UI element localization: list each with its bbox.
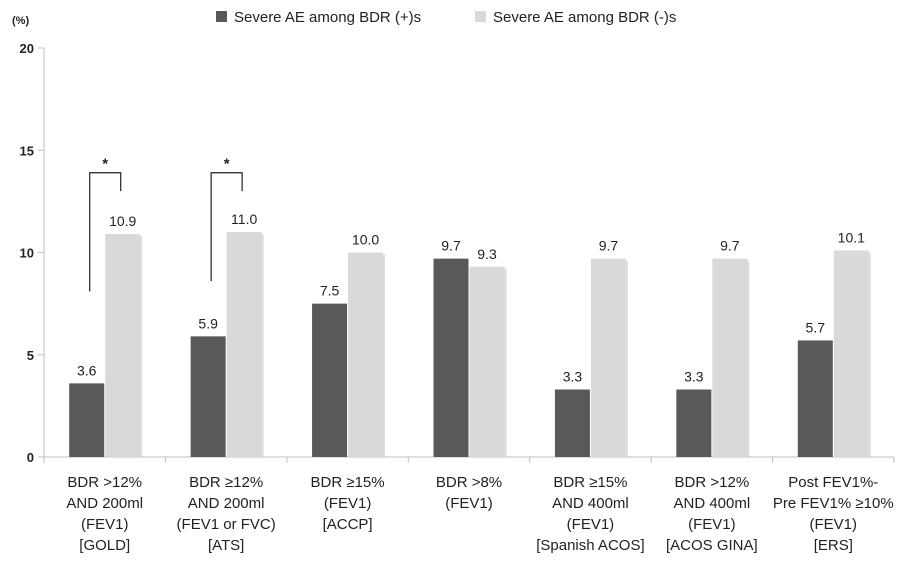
legend-entry: Severe AE among BDR (+)s [234,9,421,26]
x-category-label-line: Pre FEV1% ≥10% [773,495,894,512]
legend-swatch [216,11,227,22]
data-labels: 3.6 10.9 5.9 11.0 7.5 10.0 9.7 9.3 3.3 9.7 3.3 9.7 5… [77,211,865,384]
significance-star: * [224,156,230,173]
legend-entry: Severe AE among BDR (-)s [493,9,676,26]
data-label: 9.7 [720,238,740,254]
x-category-label-line: BDR ≥15% [311,474,385,491]
x-category-label-line: BDR >8% [436,474,502,491]
bar-bdr-negative [469,266,505,457]
legend: Severe AE among BDR (+)s Severe AE among … [216,9,676,26]
y-axis: 0 5 10 15 20 [20,41,895,465]
data-label: 5.7 [806,319,826,335]
x-category-label: BDR ≥12% AND 200ml (FEV1 or FVC) [ATS] [177,474,276,554]
x-category-label-line: (FEV1) [445,495,493,512]
x-category-label-line: BDR ≥15% [553,474,627,491]
x-category-label: Post FEV1%- Pre FEV1% ≥10% (FEV1) [ERS] [773,474,894,554]
data-label: 3.6 [77,362,97,378]
x-category-label: BDR ≥15% AND 400ml (FEV1) [Spanish ACOS] [536,474,644,554]
x-category-label-line: [GOLD] [79,537,130,554]
legend-swatch [475,11,486,22]
significance-brackets: * * [89,156,243,292]
x-category-label: BDR >12% AND 200ml (FEV1) [GOLD] [66,474,143,554]
x-category-label-line: AND 400ml [552,495,629,512]
x-category-label-line: (FEV1) [688,516,736,533]
y-axis-label: (%) [12,15,29,27]
x-category-label-line: AND 200ml [188,495,265,512]
x-category-label-line: (FEV1) [81,516,129,533]
bar-bdr-negative [712,258,748,457]
x-category-label-line: AND 200ml [66,495,143,512]
significance-star: * [102,156,108,173]
bar-bdr-positive [433,258,469,457]
x-category-label: BDR ≥15% (FEV1) [ACCP] [311,474,385,533]
y-tick-label: 5 [27,348,34,363]
bar-bdr-positive [554,389,590,457]
bar-bdr-positive [312,303,348,457]
data-label: 9.3 [477,246,497,262]
data-label: 9.7 [599,238,619,254]
bars [69,232,871,457]
x-category-label-line: AND 400ml [674,495,751,512]
x-axis-categories: BDR >12% AND 200ml (FEV1) [GOLD] BDR ≥12% AND… [66,474,893,554]
y-tick-label: 20 [20,41,34,56]
x-category-label-line: [ACCP] [323,516,373,533]
x-category-label-line: (FEV1) [324,495,372,512]
y-tick-label: 0 [27,450,34,465]
significance-bracket [210,172,243,282]
bar-bdr-positive [190,336,226,457]
x-category-label-line: [ATS] [208,537,244,554]
x-category-label-line: (FEV1) [567,516,615,533]
data-label: 10.9 [109,213,136,229]
bar-bdr-negative [105,234,141,457]
x-category-label-line: Post FEV1%- [788,474,878,491]
x-category-label-line: BDR ≥12% [189,474,263,491]
y-tick-label: 15 [20,143,34,158]
data-label: 7.5 [320,283,340,299]
x-category-label-line: (FEV1) [810,516,858,533]
bar-bdr-negative [226,232,262,457]
x-category-label-line: BDR >12% [675,474,750,491]
significance-bracket [89,172,122,292]
x-category-label-line: [ACOS GINA] [666,537,758,554]
bar-bdr-positive [676,389,712,457]
data-label: 3.3 [563,369,583,385]
data-label: 3.3 [684,369,704,385]
x-category-label: BDR >8% (FEV1) [436,474,502,512]
data-label: 9.7 [441,238,461,254]
bar-bdr-negative [590,258,626,457]
x-category-label: BDR >12% AND 400ml (FEV1) [ACOS GINA] [666,474,758,554]
x-category-label-line: BDR >12% [67,474,142,491]
y-tick-label: 10 [20,246,34,261]
x-category-label-line: (FEV1 or FVC) [177,516,276,533]
bar-bdr-negative [833,250,869,457]
x-category-label-line: [Spanish ACOS] [536,537,644,554]
data-label: 5.9 [198,315,218,331]
x-category-label-line: [ERS] [814,537,853,554]
data-label: 10.1 [838,229,865,245]
bar-bdr-negative [348,252,384,457]
data-label: 10.0 [352,232,379,248]
bar-bdr-positive [69,383,105,457]
bar-bdr-positive [797,340,833,457]
data-label: 11.0 [231,211,257,227]
